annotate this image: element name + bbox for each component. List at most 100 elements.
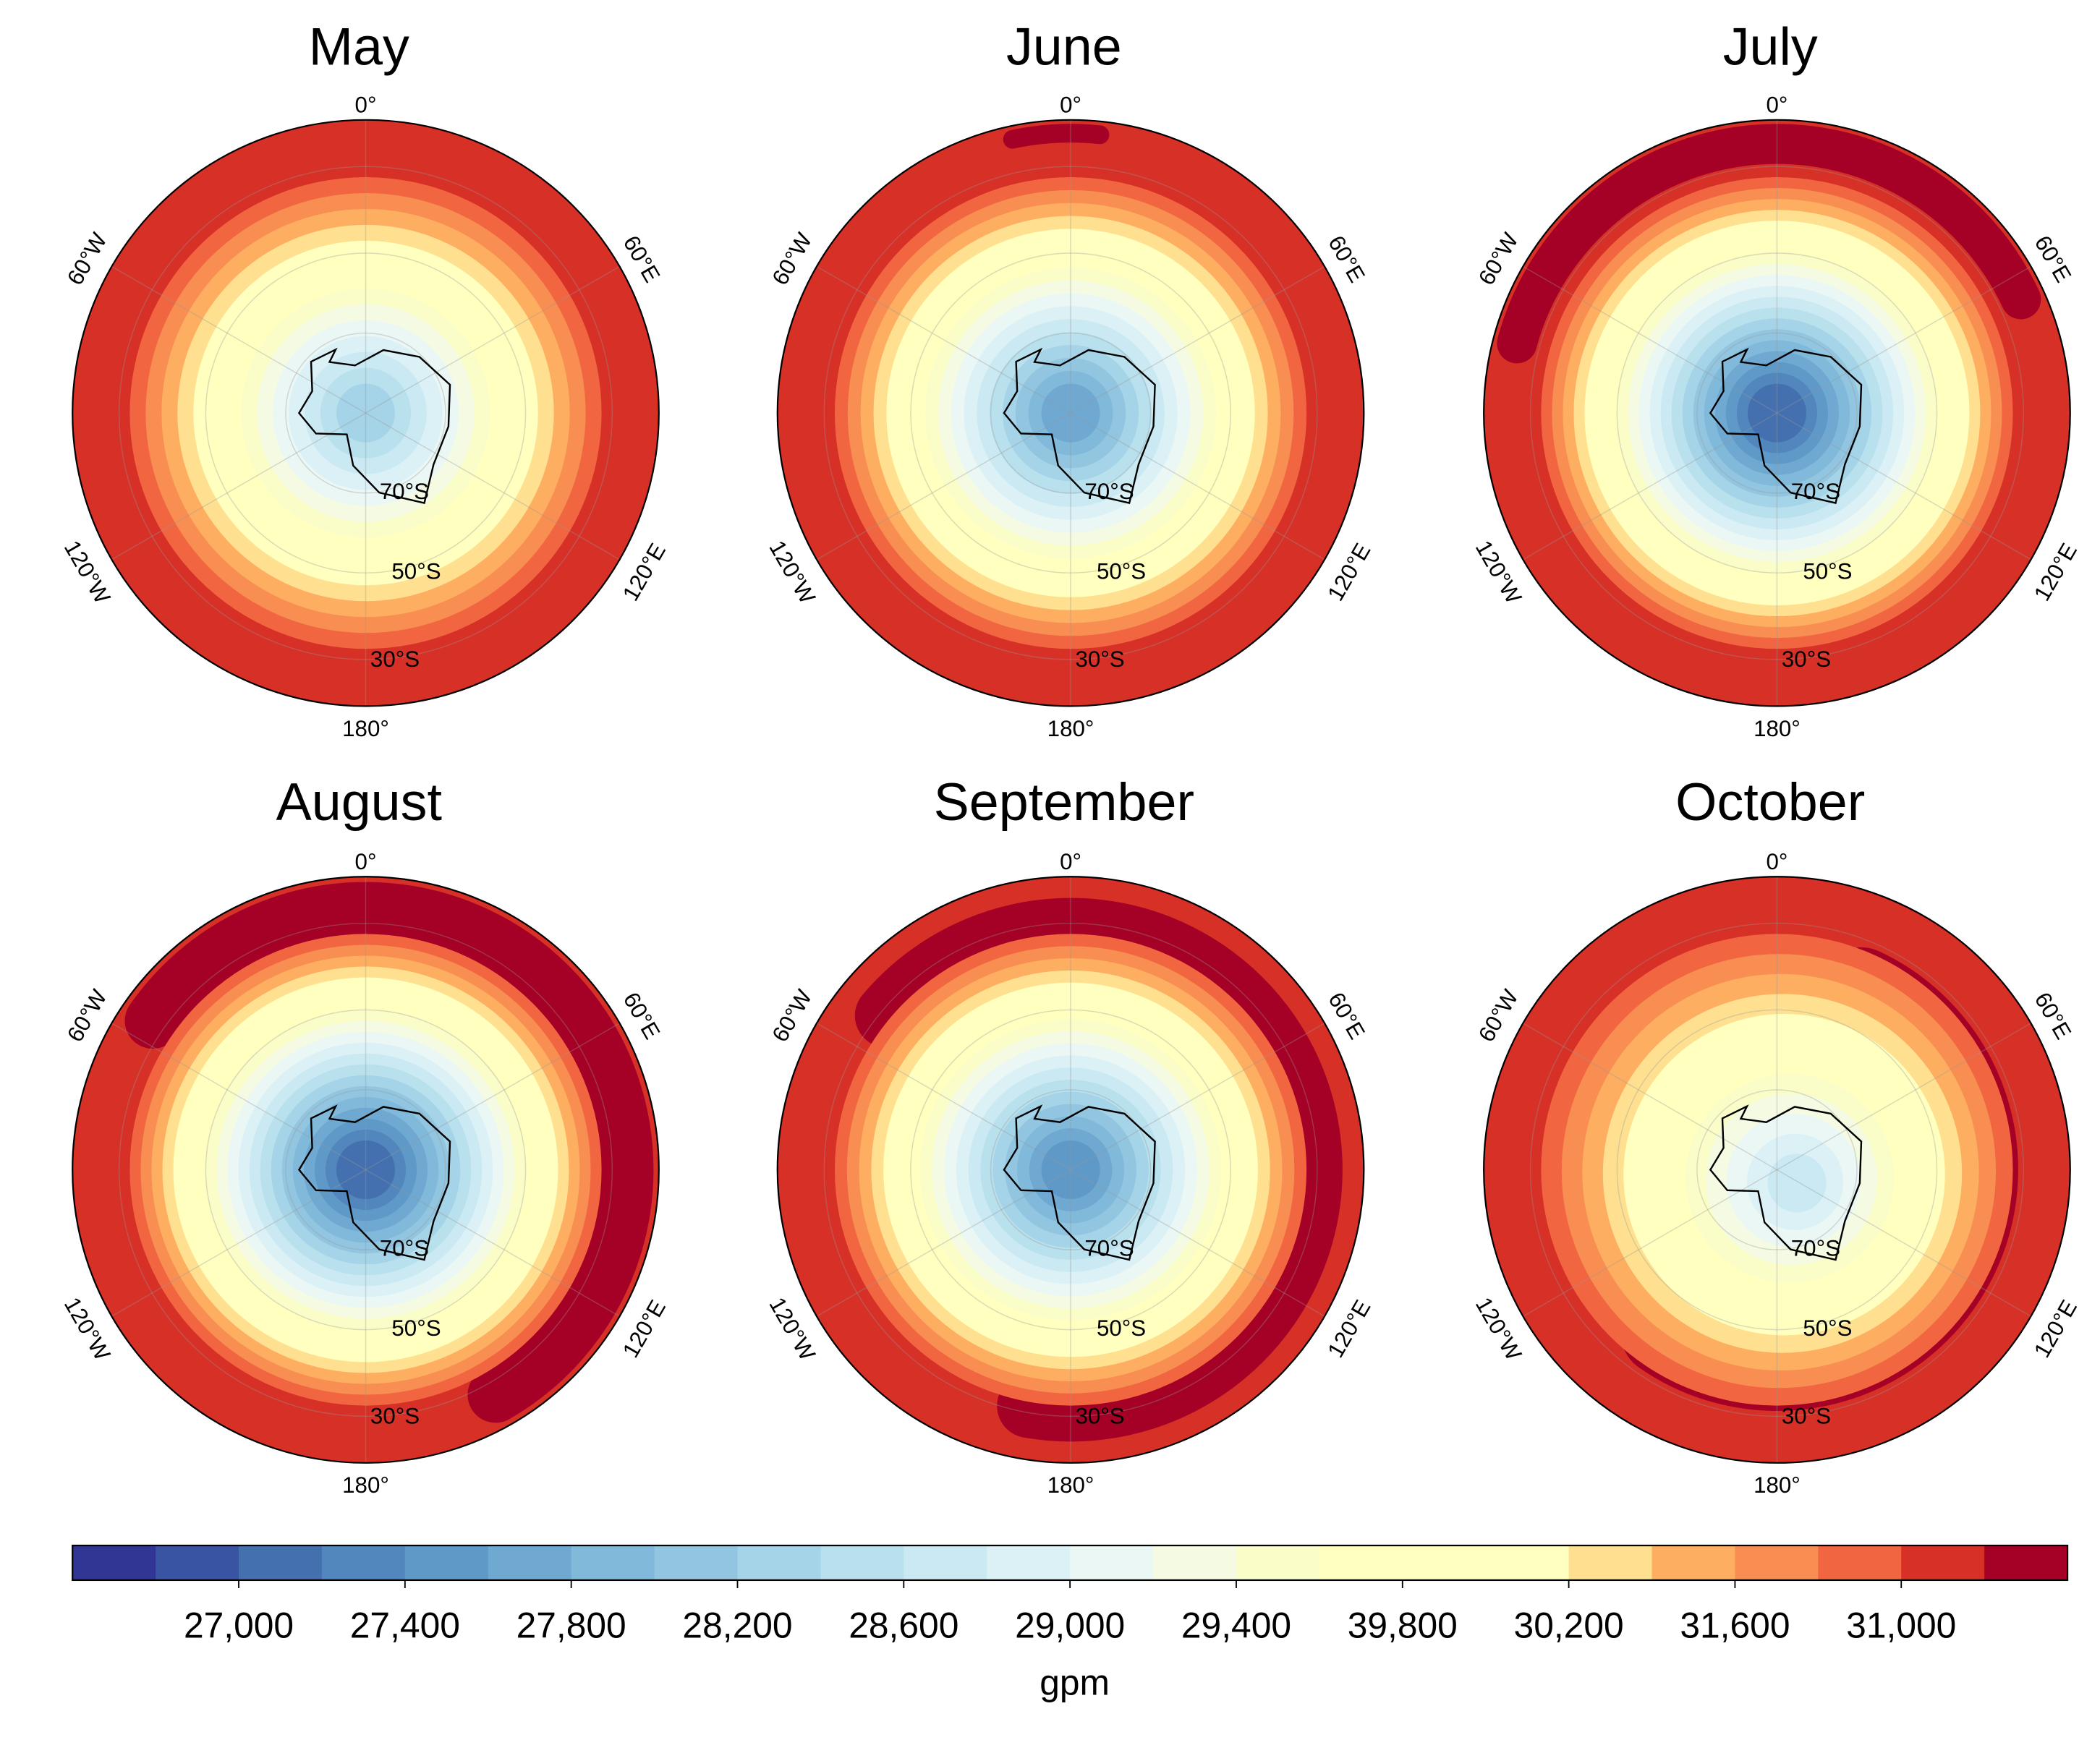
colorbar-swatch	[156, 1545, 239, 1580]
colorbar-swatch	[571, 1545, 655, 1580]
colorbar-swatch	[1402, 1545, 1487, 1580]
graticule	[365, 412, 620, 560]
graticule	[990, 1089, 1152, 1250]
colorbar-swatch	[321, 1545, 406, 1580]
graticule	[1777, 1169, 2031, 1317]
field-maximum	[854, 897, 1343, 1442]
field-maximum	[1003, 124, 1110, 149]
field-ring	[1767, 1153, 1827, 1213]
panel-title: May	[309, 16, 409, 76]
colorbar-tick-label: 28,200	[682, 1605, 792, 1645]
longitude-label: 0°	[355, 849, 377, 874]
field-maximum	[1497, 124, 2041, 364]
colorbar-swatch	[404, 1545, 489, 1580]
map-border	[776, 119, 1365, 707]
map-panel	[72, 877, 659, 1463]
colorbar-swatch	[654, 1545, 739, 1580]
graticule	[1777, 265, 2031, 414]
graticule	[910, 1009, 1231, 1331]
colorbar-swatch	[987, 1545, 1071, 1580]
graticule	[990, 332, 1152, 494]
graticule	[365, 1169, 620, 1317]
colorbar-swatch	[1236, 1545, 1320, 1580]
coastline	[1003, 1104, 1156, 1261]
colorbar-swatch	[1651, 1545, 1735, 1580]
colorbar-swatch	[737, 1545, 821, 1580]
longitude-label: 0°	[1766, 93, 1787, 118]
colorbar-swatch	[1901, 1545, 1985, 1580]
longitude-label: 180°	[1047, 1472, 1094, 1498]
latitude-label: 30°S	[1782, 1403, 1831, 1428]
colorbar-swatch	[1319, 1545, 1403, 1580]
graticule	[1070, 1023, 1325, 1171]
colorbar-tick-label: 28,600	[849, 1605, 958, 1645]
map-panel	[1484, 119, 2070, 707]
graticule	[823, 922, 1318, 1417]
latitude-label: 50°S	[391, 558, 441, 584]
field-ring	[1041, 1140, 1100, 1200]
field-maximum	[124, 882, 654, 1423]
colorbar-swatch	[1818, 1545, 1902, 1580]
panel-title: October	[1675, 772, 1865, 832]
graticule	[816, 412, 1071, 560]
graticule	[1523, 265, 1777, 414]
colorbar-tick-label: 31,600	[1680, 1605, 1790, 1645]
map-border	[72, 119, 660, 707]
graticule	[205, 1009, 527, 1331]
graticule	[118, 166, 613, 660]
coastline	[1003, 347, 1156, 504]
latitude-label: 70°S	[1791, 1235, 1840, 1261]
longitude-label: 180°	[1753, 716, 1801, 741]
graticule	[816, 1169, 1071, 1317]
graticule	[1529, 166, 2025, 660]
latitude-label: 50°S	[391, 1315, 441, 1341]
graticule	[285, 332, 446, 494]
map-panel	[72, 119, 659, 707]
map-border	[72, 876, 660, 1464]
graticule	[111, 1023, 366, 1171]
longitude-label: 180°	[342, 1472, 389, 1498]
colorbar-swatch	[1153, 1545, 1237, 1580]
latitude-label: 70°S	[1084, 479, 1134, 504]
latitude-label: 70°S	[1791, 479, 1840, 504]
colorbar-swatch	[239, 1545, 323, 1580]
colorbar-tick-label: 31,000	[1846, 1605, 1956, 1645]
latitude-label: 70°S	[380, 479, 429, 504]
colorbar-tick-label: 39,800	[1348, 1605, 1458, 1645]
panel-title: September	[934, 772, 1194, 832]
graticule	[111, 265, 366, 414]
latitude-label: 30°S	[370, 647, 420, 672]
latitude-label: 50°S	[1097, 1315, 1146, 1341]
panel-title: July	[1723, 16, 1818, 76]
latitude-label: 70°S	[1084, 1235, 1134, 1261]
latitude-label: 30°S	[370, 1403, 420, 1428]
colorbar-tick-label: 27,000	[184, 1605, 294, 1645]
graticule	[823, 166, 1318, 660]
graticule	[1070, 1169, 1325, 1317]
graticule	[205, 252, 527, 573]
graticule	[1523, 1023, 1777, 1171]
colorbar-swatch	[72, 1545, 156, 1580]
graticule	[111, 412, 366, 560]
graticule	[1696, 1089, 1858, 1250]
colorbar-swatch	[1984, 1545, 2068, 1580]
panel-title: June	[1006, 16, 1122, 76]
colorbar-swatch	[1568, 1545, 1653, 1580]
latitude-label: 50°S	[1803, 1315, 1852, 1341]
graticule	[1616, 252, 1938, 573]
graticule	[816, 265, 1071, 414]
field-ring	[336, 1140, 396, 1200]
latitude-label: 50°S	[1097, 558, 1146, 584]
latitude-label: 70°S	[380, 1235, 429, 1261]
longitude-label: 0°	[355, 93, 377, 118]
longitude-label: 0°	[1060, 849, 1081, 874]
graticule	[111, 1169, 366, 1317]
colorbar-tick-label: 27,800	[517, 1605, 626, 1645]
graticule	[365, 1023, 620, 1171]
colorbar-swatch	[904, 1545, 987, 1580]
colorbar-label: gpm	[1040, 1663, 1110, 1703]
longitude-label: 180°	[1753, 1472, 1801, 1498]
longitude-label: 180°	[1047, 716, 1094, 741]
graticule	[1696, 332, 1858, 494]
